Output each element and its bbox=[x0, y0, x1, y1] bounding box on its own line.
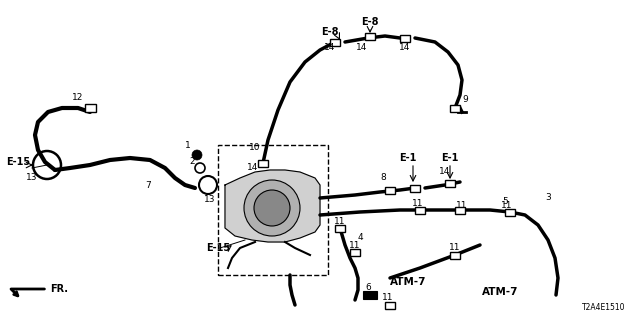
Text: E-15: E-15 bbox=[6, 157, 30, 167]
Bar bbox=[505, 209, 515, 215]
Bar bbox=[385, 301, 395, 308]
Text: 14: 14 bbox=[439, 167, 451, 177]
Bar bbox=[445, 180, 455, 187]
Text: 6: 6 bbox=[365, 284, 371, 292]
Text: E-15: E-15 bbox=[206, 243, 230, 253]
Text: 14: 14 bbox=[399, 44, 411, 52]
Circle shape bbox=[254, 190, 290, 226]
Text: T2A4E1510: T2A4E1510 bbox=[582, 303, 625, 312]
Text: E-1: E-1 bbox=[399, 153, 417, 163]
Circle shape bbox=[244, 180, 300, 236]
Text: 13: 13 bbox=[204, 196, 216, 204]
Text: 14: 14 bbox=[324, 44, 336, 52]
Text: 11: 11 bbox=[501, 202, 513, 211]
Text: E-1: E-1 bbox=[442, 153, 459, 163]
Text: E-8: E-8 bbox=[361, 17, 379, 27]
Text: 8: 8 bbox=[380, 173, 386, 182]
Bar bbox=[258, 159, 268, 166]
Bar bbox=[410, 185, 420, 191]
Text: 12: 12 bbox=[72, 93, 84, 102]
Text: 1: 1 bbox=[185, 140, 191, 149]
Text: 9: 9 bbox=[462, 95, 468, 105]
Text: ATM-7: ATM-7 bbox=[390, 277, 426, 287]
Text: E-8: E-8 bbox=[321, 27, 339, 37]
Text: 11: 11 bbox=[382, 293, 394, 302]
Text: 11: 11 bbox=[334, 218, 346, 227]
Bar bbox=[400, 35, 410, 42]
Bar bbox=[84, 104, 95, 112]
Text: 11: 11 bbox=[412, 199, 424, 209]
Text: 10: 10 bbox=[249, 143, 260, 153]
Polygon shape bbox=[225, 170, 320, 242]
Bar bbox=[335, 225, 345, 231]
Text: FR.: FR. bbox=[11, 284, 68, 296]
Bar bbox=[450, 252, 460, 259]
Text: 7: 7 bbox=[145, 180, 151, 189]
Text: 13: 13 bbox=[26, 173, 38, 182]
Bar bbox=[330, 38, 340, 45]
Text: 3: 3 bbox=[545, 194, 551, 203]
Text: 11: 11 bbox=[349, 242, 361, 251]
Bar bbox=[363, 291, 377, 299]
Bar bbox=[450, 105, 460, 111]
Text: ATM-7: ATM-7 bbox=[482, 287, 518, 297]
Circle shape bbox=[192, 150, 202, 160]
Bar bbox=[218, 145, 328, 275]
Text: 4: 4 bbox=[357, 234, 363, 243]
Text: 11: 11 bbox=[456, 201, 468, 210]
Bar bbox=[365, 33, 375, 39]
Text: 2: 2 bbox=[189, 157, 195, 166]
Bar bbox=[415, 206, 425, 213]
Text: 14: 14 bbox=[247, 164, 259, 172]
Bar bbox=[385, 187, 395, 194]
Text: 11: 11 bbox=[449, 244, 461, 252]
Text: 14: 14 bbox=[356, 44, 368, 52]
Bar bbox=[455, 206, 465, 213]
Bar bbox=[350, 249, 360, 255]
Text: 5: 5 bbox=[502, 197, 508, 206]
